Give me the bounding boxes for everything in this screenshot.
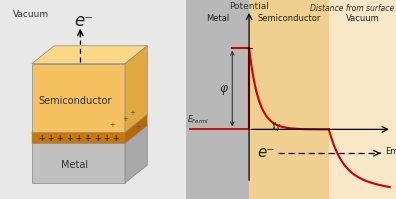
Text: Potential: Potential bbox=[229, 2, 269, 11]
Text: +: + bbox=[129, 110, 135, 116]
Text: +: + bbox=[94, 134, 100, 143]
Text: +: + bbox=[38, 134, 44, 143]
Text: +: + bbox=[135, 124, 141, 130]
Text: +: + bbox=[122, 116, 128, 122]
Text: +: + bbox=[75, 134, 82, 143]
Text: Semiconductor: Semiconductor bbox=[38, 97, 111, 106]
Text: Semiconductor: Semiconductor bbox=[257, 14, 321, 23]
Text: +: + bbox=[66, 134, 72, 143]
Text: Metal: Metal bbox=[206, 14, 229, 23]
Text: +: + bbox=[109, 122, 115, 128]
Text: $E_{Fermi}$: $E_{Fermi}$ bbox=[187, 114, 209, 126]
Text: y: y bbox=[276, 122, 281, 131]
Text: e⁻: e⁻ bbox=[74, 12, 93, 30]
Bar bbox=[186, 0, 249, 199]
Bar bbox=[249, 0, 329, 199]
Text: Vacuum: Vacuum bbox=[13, 10, 50, 19]
Text: +: + bbox=[57, 134, 63, 143]
Text: e⁻: e⁻ bbox=[257, 145, 274, 160]
Text: Vacuum: Vacuum bbox=[346, 14, 379, 23]
Bar bbox=[329, 0, 396, 199]
Text: Emission: Emission bbox=[386, 147, 396, 156]
Polygon shape bbox=[32, 125, 147, 143]
Text: +: + bbox=[103, 134, 109, 143]
Polygon shape bbox=[32, 64, 125, 132]
Text: +: + bbox=[112, 134, 119, 143]
Polygon shape bbox=[125, 114, 147, 143]
Polygon shape bbox=[125, 125, 147, 183]
Text: Distance from surface: Distance from surface bbox=[310, 4, 394, 13]
Text: +: + bbox=[48, 134, 53, 143]
Polygon shape bbox=[32, 46, 147, 64]
Polygon shape bbox=[32, 132, 125, 143]
Polygon shape bbox=[32, 143, 125, 183]
Text: φ: φ bbox=[220, 82, 228, 95]
Text: +: + bbox=[85, 134, 91, 143]
Polygon shape bbox=[125, 46, 147, 132]
Polygon shape bbox=[32, 114, 147, 132]
Text: Metal: Metal bbox=[61, 160, 88, 170]
